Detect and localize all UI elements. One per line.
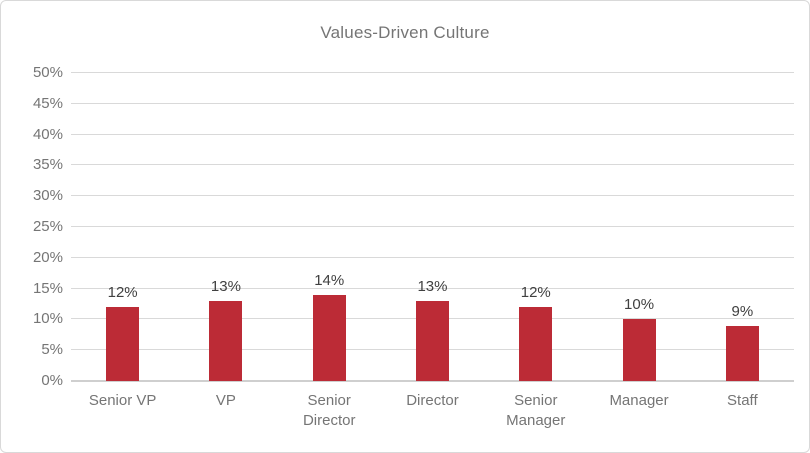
bar — [106, 307, 140, 381]
x-tick-label-text: Staff — [727, 392, 758, 409]
gridline — [71, 72, 794, 73]
bar — [519, 307, 553, 381]
x-tick-label: Senior Director — [278, 391, 381, 431]
x-tick-label-text: VP — [215, 392, 236, 409]
bar-series: 12% 13% 14% 13% 12% 10% 9% — [71, 73, 794, 381]
gridline — [71, 133, 794, 135]
chart-title: Values-Driven Culture — [320, 23, 490, 42]
bar-column: 10% — [587, 73, 690, 381]
y-tick-label: 30% — [32, 187, 63, 205]
bar-column: 12% — [484, 73, 587, 381]
bar-value-label: 10% — [624, 296, 655, 314]
bar-column: 14% — [278, 73, 381, 381]
x-tick-label-text: Senior Manager — [506, 392, 566, 429]
gridline — [71, 256, 794, 258]
y-tick-label: 20% — [32, 248, 63, 266]
x-tick-label-text: Senior VP — [88, 392, 157, 409]
bar-value-label: 14% — [314, 271, 345, 289]
x-tick-label-text: Manager — [609, 392, 669, 409]
gridline — [71, 102, 794, 104]
x-tick-label: Manager — [587, 391, 690, 431]
x-axis: Senior VP VP Senior Director Director Senior… — [71, 391, 794, 431]
bar — [312, 294, 346, 381]
bar-value-label: 12% — [520, 284, 551, 302]
y-tick-label: 50% — [32, 64, 63, 81]
plot-area: 12% 13% 14% 13% 12% 10% 9% — [71, 72, 794, 382]
y-tick-label: 15% — [32, 279, 63, 297]
gridline — [71, 226, 794, 227]
bar-column: 13% — [174, 73, 277, 381]
x-tick-label: Director — [381, 391, 484, 431]
bar — [415, 300, 449, 381]
y-tick-label: 25% — [32, 218, 63, 235]
y-tick-label: 35% — [32, 156, 63, 174]
bar-value-label: 13% — [417, 277, 448, 295]
y-axis: 50% 45% 40% 35% 30% 25% 20% 15% 10% 5% 0% — [1, 65, 63, 389]
gridline — [71, 195, 794, 197]
bar — [209, 300, 243, 381]
bar-value-label: 13% — [210, 277, 241, 295]
y-tick-label: 45% — [32, 94, 63, 112]
y-tick-label: 40% — [32, 125, 63, 143]
y-tick-label: 0% — [41, 372, 63, 389]
x-tick-label: Senior VP — [71, 391, 174, 431]
gridline — [71, 287, 794, 289]
bar-column: 12% — [71, 73, 174, 381]
x-tick-label: VP — [174, 391, 277, 431]
bar — [622, 319, 656, 381]
y-tick-label: 10% — [32, 310, 63, 328]
bar — [725, 325, 759, 381]
x-tick-label-text: Director — [406, 392, 459, 409]
bar-value-label: 9% — [731, 302, 754, 320]
y-tick-label: 5% — [41, 341, 63, 359]
x-tick-label-text: Senior Director — [302, 392, 356, 429]
bar-column: 9% — [691, 73, 794, 381]
x-tick-label: Staff — [691, 391, 794, 431]
x-tick-label: Senior Manager — [484, 391, 587, 431]
gridline — [71, 164, 794, 166]
bar-column: 13% — [381, 73, 484, 381]
x-axis-line — [71, 380, 794, 382]
bar-value-label: 12% — [107, 284, 138, 302]
